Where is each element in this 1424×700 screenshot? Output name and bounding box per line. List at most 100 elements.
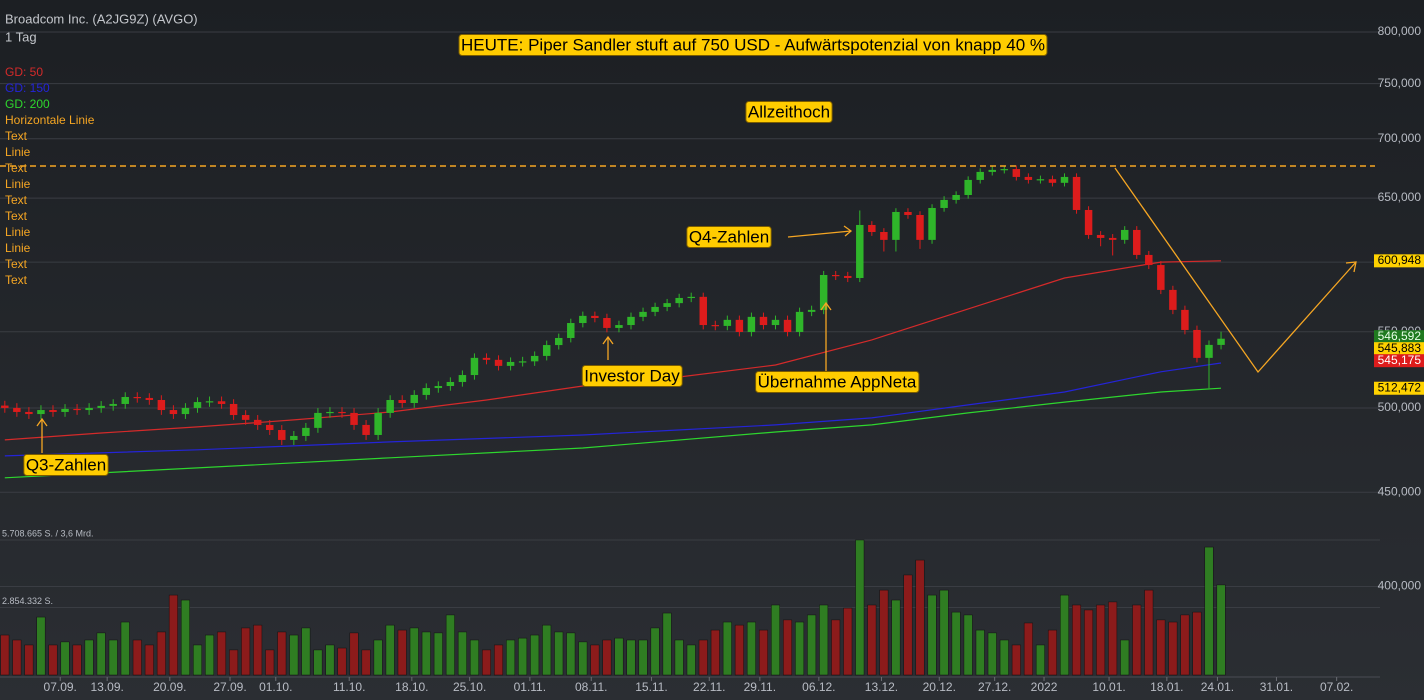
candle-body xyxy=(278,430,286,440)
price-tag-label: 600,948 xyxy=(1378,253,1422,267)
x-tick-label: 27.09. xyxy=(213,680,246,694)
candle-body xyxy=(1000,169,1009,171)
legend: Broadcom Inc. (A2JG9Z) (AVGO) 1 Tag GD: … xyxy=(5,11,198,287)
x-tick-label: 13.12. xyxy=(865,680,898,694)
volume-bar xyxy=(1096,604,1106,676)
volume-bar xyxy=(277,631,287,676)
candle-body xyxy=(37,410,45,415)
volume-bar xyxy=(144,644,154,676)
volume-bar xyxy=(650,627,660,676)
candle-body xyxy=(844,275,852,278)
y-tick-label: 750,000 xyxy=(1378,76,1422,90)
volume-bar xyxy=(385,624,395,676)
volume-bar xyxy=(807,614,817,676)
candle-body xyxy=(651,306,659,312)
volume-bar xyxy=(903,574,913,676)
arrow-head xyxy=(602,335,614,345)
moving-average-line xyxy=(4,387,1222,479)
candle-body xyxy=(314,412,322,428)
volume-bar xyxy=(554,631,564,676)
volume-bar xyxy=(771,604,780,676)
x-tick-label: 24.01. xyxy=(1201,680,1234,694)
candle-body xyxy=(603,318,611,328)
x-tick-label: 06.12. xyxy=(802,680,835,694)
candle-body xyxy=(1145,254,1153,266)
legend-item: Text xyxy=(5,273,28,287)
volume-bar xyxy=(831,619,841,676)
volume-bar xyxy=(614,637,624,676)
candle-body xyxy=(976,171,984,180)
annotation-text: Investor Day xyxy=(584,366,680,385)
volume-bar xyxy=(457,631,467,676)
volume-bar xyxy=(494,644,504,676)
candle-body xyxy=(1096,234,1105,238)
volume-bar xyxy=(975,629,985,676)
volume-bar xyxy=(229,649,239,676)
candle-body xyxy=(97,405,105,408)
volume-bar xyxy=(180,599,190,676)
candle-body xyxy=(470,357,479,376)
volume-bar xyxy=(253,624,263,676)
candle-body xyxy=(1060,176,1069,183)
candle-body xyxy=(13,407,21,412)
annotation-text: Q3-Zahlen xyxy=(26,455,106,474)
volume-bar xyxy=(638,639,648,676)
price-tag xyxy=(1374,254,1424,268)
candle-body xyxy=(434,386,443,389)
candle-body xyxy=(639,311,647,317)
candle-body xyxy=(579,315,587,324)
y-tick-label: 800,000 xyxy=(1378,24,1422,38)
candle-body xyxy=(819,275,828,310)
x-tick-label: 13.09. xyxy=(90,680,123,694)
volume-bar xyxy=(469,639,479,676)
candle-body xyxy=(988,169,996,172)
candle-body xyxy=(1181,309,1189,330)
candle-body xyxy=(446,381,455,387)
volume-bar xyxy=(879,589,889,676)
volume-bar xyxy=(36,616,46,676)
volume-bar xyxy=(156,631,166,676)
volume-bar xyxy=(1108,601,1118,676)
volume-bar xyxy=(0,634,10,676)
price-tag-label: 545,175 xyxy=(1378,353,1422,367)
candle-body xyxy=(109,403,117,406)
x-tick-label: 31.01. xyxy=(1260,680,1293,694)
volume-bar xyxy=(1023,622,1033,676)
annotation-text: Übernahme AppNeta xyxy=(758,372,917,391)
candle-body xyxy=(241,415,250,420)
candle-body xyxy=(1157,265,1165,290)
candle-body xyxy=(133,396,142,399)
candle-body xyxy=(494,359,503,366)
candle-body xyxy=(542,345,551,356)
candle-body xyxy=(374,412,382,435)
candles xyxy=(1,165,1225,445)
candle-body xyxy=(338,411,346,414)
candle-body xyxy=(711,325,720,327)
candle-body xyxy=(1205,344,1213,358)
volume-bar xyxy=(819,604,829,676)
x-tick-label: 29.11. xyxy=(744,680,776,694)
candle-body xyxy=(290,435,298,440)
candle-body xyxy=(807,309,816,312)
candle-body xyxy=(759,316,768,326)
price-tag xyxy=(1374,342,1424,356)
volume-bar xyxy=(518,637,528,676)
volume-bar xyxy=(108,639,118,676)
legend-item: GD: 150 xyxy=(5,81,50,95)
candle-body xyxy=(904,211,912,215)
volume-bar xyxy=(1047,629,1057,676)
volume-bar xyxy=(602,639,612,676)
x-tick-label: 01.10. xyxy=(259,680,292,694)
candle-body xyxy=(181,407,190,415)
y-tick-label: 700,000 xyxy=(1378,131,1422,145)
candle-body xyxy=(193,402,202,408)
candle-body xyxy=(506,361,515,366)
x-tick-label: 18.01. xyxy=(1150,680,1183,694)
candle-body xyxy=(783,319,792,332)
candle-body xyxy=(350,412,358,425)
candle-body xyxy=(567,323,575,338)
x-tick-label: 20.12. xyxy=(923,680,956,694)
candle-body xyxy=(627,316,635,326)
volume-bar xyxy=(168,594,178,676)
